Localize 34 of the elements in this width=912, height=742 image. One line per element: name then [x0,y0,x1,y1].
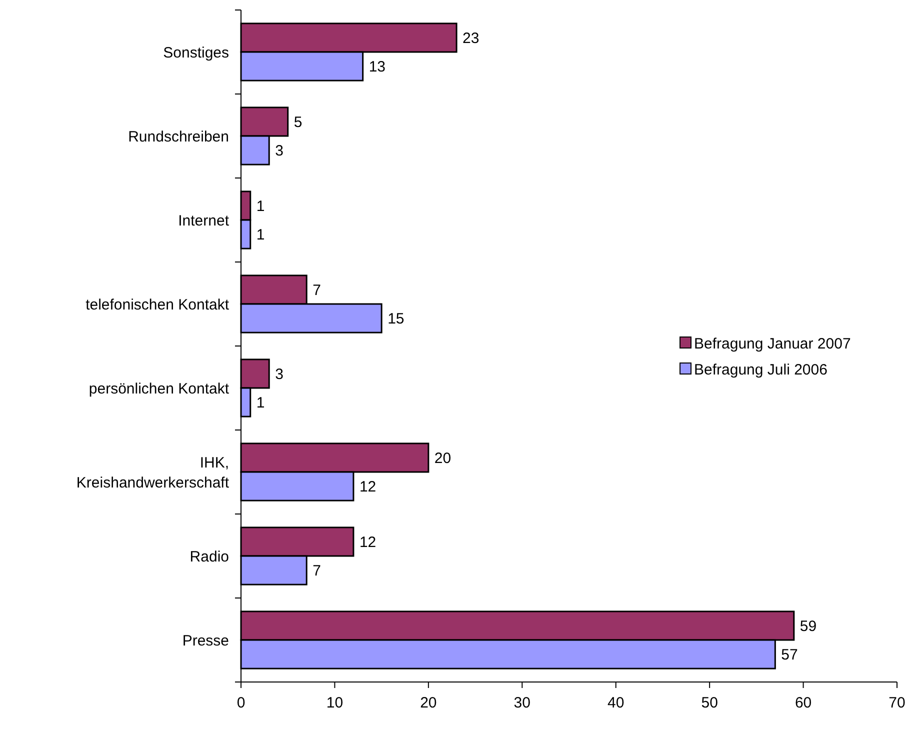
data-label: 57 [781,646,798,664]
y-tick-label: Radio [190,548,229,566]
data-label: 13 [368,58,386,76]
x-tick-label: 10 [326,694,344,712]
data-label: 1 [256,394,265,412]
y-tick-label: Rundschreiben [128,128,229,146]
y-tick-label: Presse [182,632,229,650]
x-tick-label: 20 [420,694,437,712]
legend-label: Befragung Januar 2007 [694,335,851,352]
data-label: 5 [294,114,302,131]
data-label: 15 [388,310,404,328]
y-tick-label: telefonischen Kontakt [86,296,230,314]
x-tick-label: 0 [236,694,246,712]
x-tick-label: 40 [608,694,624,712]
data-label: 23 [462,30,480,47]
data-label: 7 [312,282,321,299]
data-label: 12 [359,478,376,496]
data-label: 7 [312,562,321,580]
data-label: 20 [434,450,452,467]
x-tick-label: 50 [701,694,718,712]
y-tick-label: Sonstiges [163,44,229,62]
y-tick-label: persönlichen Kontakt [88,380,230,398]
data-label: 59 [800,618,817,635]
data-label: 3 [275,366,284,383]
data-label: 12 [359,534,376,551]
x-tick-label: 30 [514,694,530,712]
x-tick-label: 60 [794,694,812,712]
legend-label: Befragung Juli 2006 [694,361,828,378]
x-tick-label: 70 [888,694,906,712]
y-tick-label: IHK, Kreishandwerkerschaft [76,454,230,492]
y-tick-label: Internet [178,212,230,230]
data-label: 1 [256,198,265,215]
data-label: 3 [275,142,284,160]
data-label: 1 [256,226,265,244]
